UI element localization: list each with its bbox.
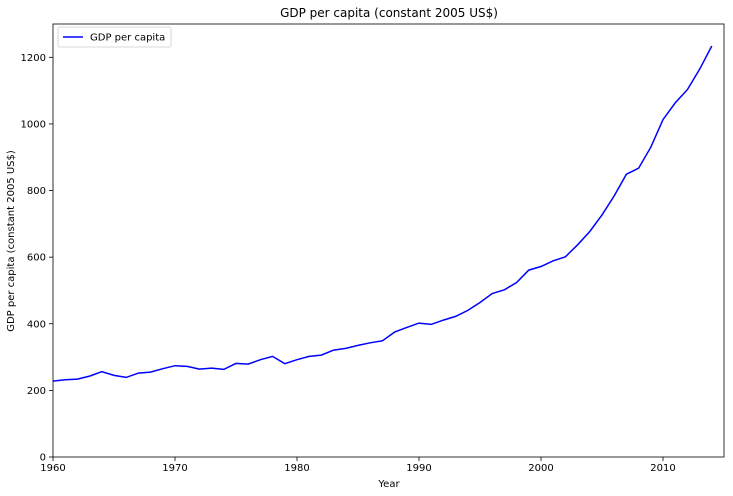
x-tick-label: 2000 — [528, 463, 553, 474]
x-tick-label: 1990 — [406, 463, 431, 474]
x-tick-label: 2010 — [650, 463, 675, 474]
y-tick-label: 1200 — [21, 53, 46, 64]
y-tick-label: 800 — [27, 186, 46, 197]
y-tick-label: 400 — [27, 319, 46, 330]
chart-title: GDP per capita (constant 2005 US$) — [280, 6, 498, 20]
legend-label: GDP per capita — [90, 33, 165, 44]
x-tick-label: 1970 — [162, 463, 187, 474]
y-tick-label: 1000 — [21, 119, 46, 130]
y-axis-label: GDP per capita (constant 2005 US$) — [6, 150, 17, 332]
x-axis-label: Year — [377, 479, 400, 490]
series-line-gdp-per-capita — [52, 45, 713, 382]
legend: GDP per capita — [57, 26, 172, 48]
legend-box — [57, 26, 172, 48]
x-tick-label: 1960 — [40, 463, 65, 474]
y-tick-label: 600 — [27, 253, 46, 264]
x-tick-label: 1980 — [284, 463, 309, 474]
plot-frame — [52, 23, 725, 458]
axis-ticks: 1960 1970 1980 1990 2000 2010 0 200 400 600 800 100… — [21, 53, 676, 474]
y-tick-label: 0 — [40, 453, 46, 464]
y-tick-label: 200 — [27, 386, 46, 397]
